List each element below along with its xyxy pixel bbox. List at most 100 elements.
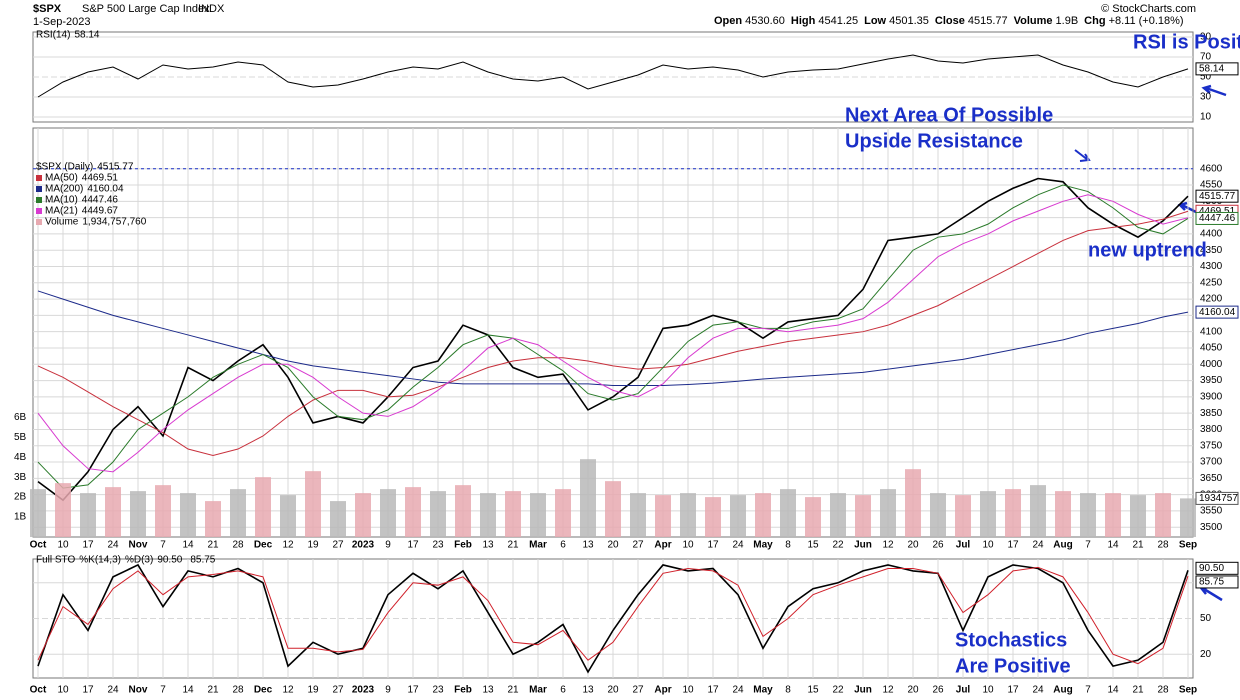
annotation: Are Positive (955, 655, 1071, 677)
volume-bar (980, 491, 996, 537)
x-tick-label: 24 (732, 685, 744, 696)
y-tick-label: 3900 (1200, 392, 1223, 403)
volume-bar (330, 501, 346, 537)
volume-bar (305, 471, 321, 537)
x-tick-label: Oct (30, 540, 47, 551)
legend-swatch (36, 197, 42, 203)
x-tick-label: 23 (432, 685, 444, 696)
x-tick-label: 7 (160, 540, 166, 551)
x-tick-label: Oct (30, 685, 47, 696)
arrow (1199, 585, 1223, 602)
volume-bar (705, 497, 721, 537)
legend-title: $SPX (Daily) (36, 162, 93, 173)
volume-bar (80, 493, 96, 537)
y-tick-label: 4350 (1200, 245, 1223, 256)
volume-bar (755, 493, 771, 537)
volume-bar (130, 491, 146, 537)
legend-value: 85.75 (190, 555, 215, 566)
x-tick-label: 7 (1085, 685, 1091, 696)
symbol: $SPX (33, 3, 62, 15)
x-tick-label: 23 (432, 540, 444, 551)
x-tick-label: 13 (582, 685, 594, 696)
y-tick-label: 3850 (1200, 408, 1223, 419)
y2-tick-label: 6B (14, 412, 27, 423)
x-tick-label: 27 (632, 685, 644, 696)
last-value: 90.50 (1199, 563, 1224, 574)
x-tick-label: May (753, 540, 773, 551)
y-tick-label: 50 (1200, 613, 1212, 624)
legend-value: 4449.67 (82, 206, 119, 217)
y-tick-label: 4100 (1200, 326, 1223, 337)
series-line (37, 184, 1189, 489)
series-line (37, 563, 1189, 674)
x-tick-label: 21 (507, 540, 519, 551)
volume-bar (230, 489, 246, 537)
index-name: S&P 500 Large Cap Index (82, 3, 210, 15)
x-tick-label: 13 (482, 685, 494, 696)
x-tick-label: 17 (407, 685, 419, 696)
legend-name: %K(14,3) (79, 555, 121, 566)
volume-bar (55, 483, 71, 537)
volume-bar (1130, 495, 1146, 537)
volume-bar (205, 501, 221, 537)
y-tick-label: 20 (1200, 649, 1212, 660)
volume-bar (1180, 498, 1196, 537)
x-tick-label: 24 (107, 685, 119, 696)
x-tick-label: 7 (160, 685, 166, 696)
value-box (1195, 62, 1239, 76)
y-tick-label: 4400 (1200, 229, 1223, 240)
x-tick-label: 28 (232, 540, 244, 551)
x-tick-label: 22 (832, 540, 844, 551)
x-tick-label: 26 (932, 540, 944, 551)
x-tick-label: 12 (282, 540, 294, 551)
volume-bar (905, 469, 921, 537)
annotation: new uptrend (1088, 239, 1207, 261)
x-tick-label: 24 (107, 540, 119, 551)
quote-label: High (791, 15, 816, 27)
y-tick-label: 30 (1200, 92, 1212, 103)
x-tick-label: 28 (1157, 540, 1169, 551)
x-tick-label: 20 (607, 540, 619, 551)
volume-bar (155, 485, 171, 537)
x-tick-label: 15 (807, 685, 819, 696)
quote-value: +8.11 (+0.18%) (1109, 15, 1184, 27)
legend-swatch (36, 208, 42, 214)
volume-bar (930, 493, 946, 537)
x-tick-label: 9 (385, 540, 391, 551)
y-tick-label: 4200 (1200, 294, 1223, 305)
x-tick-label: 12 (882, 685, 894, 696)
y-tick-label: 4050 (1200, 343, 1223, 354)
exchange: INDX (198, 3, 225, 15)
x-tick-label: 6 (560, 540, 566, 551)
volume-bar (780, 489, 796, 537)
x-tick-label: 10 (982, 540, 994, 551)
legend-value: 1,934,757,760 (82, 217, 146, 228)
volume-bar (955, 495, 971, 537)
volume-bar (30, 489, 46, 537)
x-tick-label: 19 (307, 685, 319, 696)
x-tick-label: 13 (582, 540, 594, 551)
y-tick-label: 3500 (1200, 522, 1223, 533)
legend-value: 4447.46 (82, 195, 119, 206)
y2-tick-label: 4B (14, 452, 27, 463)
y-tick-label: 3950 (1200, 375, 1223, 386)
x-tick-label: 24 (1032, 540, 1044, 551)
quote-value: 4515.77 (968, 15, 1008, 27)
x-tick-label: 20 (907, 685, 919, 696)
volume-bar (505, 491, 521, 537)
x-tick-label: Jun (854, 540, 872, 551)
series-line (37, 290, 1189, 386)
y-tick-label: 50 (1200, 72, 1212, 83)
annotation: RSI is Positive (1133, 31, 1240, 53)
value-box (1195, 491, 1239, 505)
x-tick-label: 24 (732, 540, 744, 551)
volume-bar (1105, 493, 1121, 537)
last-value: 4515.77 (1199, 191, 1236, 202)
x-tick-label: 12 (282, 685, 294, 696)
legend-value: 4515.77 (97, 162, 134, 173)
volume-bar (430, 491, 446, 537)
legend-name: MA(50) (45, 173, 78, 184)
x-tick-label: 17 (1007, 540, 1019, 551)
x-tick-label: 8 (785, 540, 791, 551)
x-tick-label: Mar (529, 685, 547, 696)
